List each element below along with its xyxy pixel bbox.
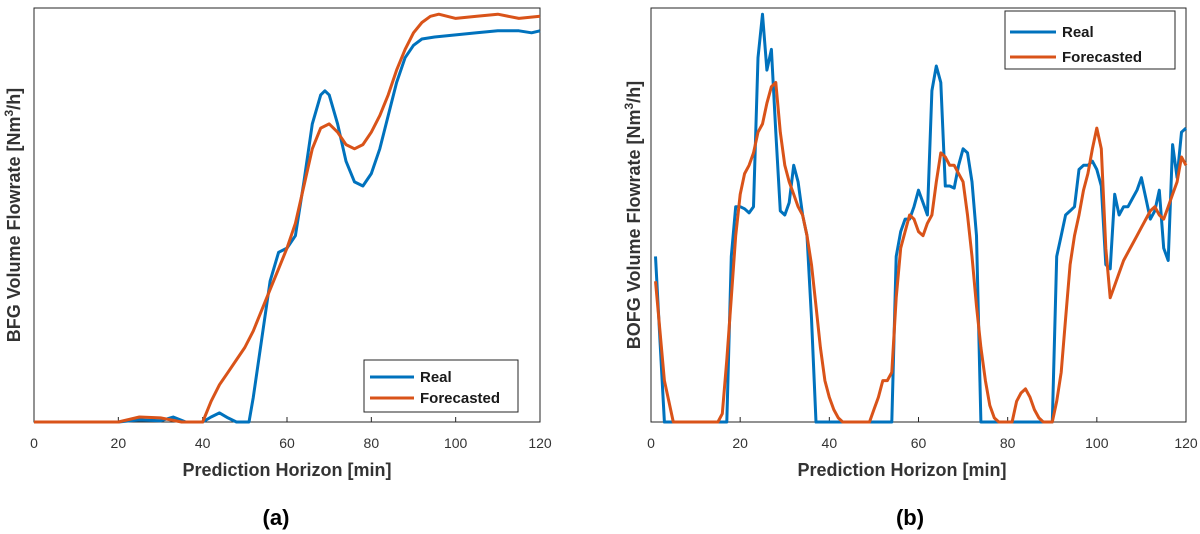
series-lines-a	[34, 12, 541, 424]
legend-label-real-b: Real	[1062, 24, 1094, 41]
x-tick-label-b-4: 80	[1000, 435, 1016, 451]
panel-a: 0 20 40 60 80 100 120 Prediction Horizon [min]…	[2, 7, 552, 530]
legend-box-b	[1004, 10, 1176, 70]
x-tick-label-a-6: 120	[528, 435, 552, 451]
x-ticks-b: 0 20 40 60 80 100 120	[647, 417, 1198, 451]
x-axis-label-b: Prediction Horizon [min]	[798, 460, 1007, 480]
panel-b: 0 20 40 60 80 100 120 Prediction Horizon [min]…	[622, 7, 1198, 530]
x-tick-label-a-2: 40	[195, 435, 211, 451]
legend-label-forecasted-a: Forecasted	[420, 390, 500, 407]
x-tick-label-b-1: 20	[732, 435, 748, 451]
legend-b: Real Forecasted	[1004, 10, 1176, 70]
plot-area-b	[650, 7, 1187, 423]
legend-label-forecasted-b: Forecasted	[1062, 49, 1142, 66]
x-axis-label-a: Prediction Horizon [min]	[183, 460, 392, 480]
x-tick-label-b-0: 0	[647, 435, 655, 451]
x-tick-label-b-2: 40	[822, 435, 838, 451]
series-line-forecasted-a	[34, 12, 541, 424]
series-lines-b	[654, 12, 1188, 424]
x-ticks-a: 0 20 40 60 80 100 120	[30, 417, 552, 451]
x-tick-label-b-6: 120	[1174, 435, 1198, 451]
x-tick-label-a-5: 100	[444, 435, 468, 451]
panel-caption-a: (a)	[263, 505, 290, 530]
legend-label-real-a: Real	[420, 369, 452, 386]
legend-a: Real Forecasted	[363, 359, 519, 413]
x-tick-label-a-3: 60	[279, 435, 295, 451]
x-tick-label-a-0: 0	[30, 435, 38, 451]
y-axis-label-b: BOFG Volume Flowrate [Nm3/h]	[622, 81, 644, 349]
x-tick-label-a-1: 20	[111, 435, 127, 451]
panel-caption-b: (b)	[896, 505, 924, 530]
y-axis-label-a: BFG Volume Flowrate [Nm3/h]	[2, 88, 24, 342]
x-tick-label-a-4: 80	[364, 435, 380, 451]
plot-area-a	[33, 7, 541, 423]
x-tick-label-b-3: 60	[911, 435, 927, 451]
legend-box-a	[363, 359, 519, 413]
x-tick-label-b-5: 100	[1085, 435, 1109, 451]
series-line-forecasted-b	[654, 81, 1188, 424]
series-line-real-b	[654, 12, 1188, 424]
